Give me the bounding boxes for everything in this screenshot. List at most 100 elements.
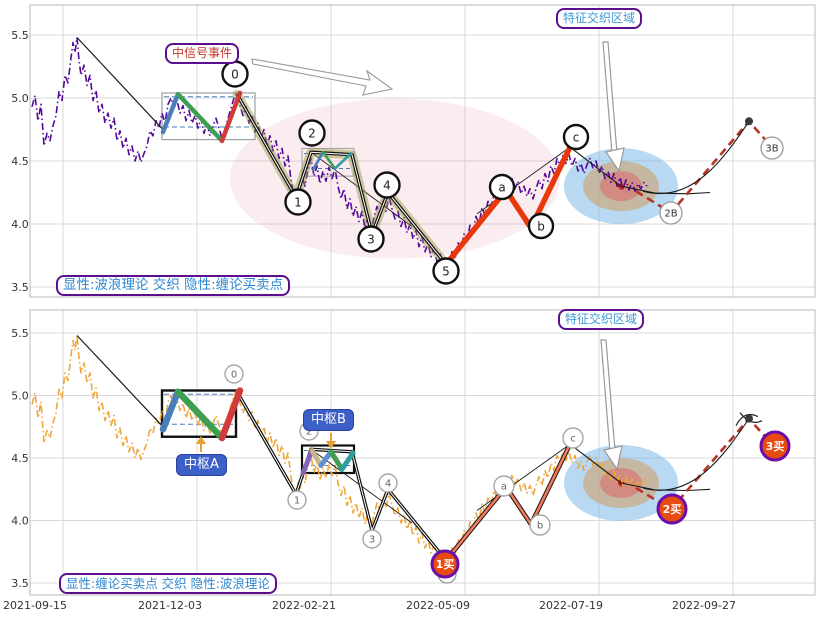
wave-label-circle <box>362 529 382 549</box>
pivot-b-zigzag <box>318 449 334 468</box>
pivot-a-zigzag <box>174 388 226 442</box>
pivot-a-zigzag <box>218 387 244 442</box>
pivot-b-arrow-head <box>326 441 336 449</box>
y-tick-label-top: 4.5 <box>11 155 29 168</box>
pivot-a-zigzag <box>159 388 182 433</box>
wave-label-circle <box>298 119 326 147</box>
abc-label-text: c <box>573 130 580 144</box>
signal-event-badge: 中信号事件 <box>165 43 240 64</box>
y-tick-label-top: 4.0 <box>11 218 29 231</box>
wave-label-circle <box>373 171 401 199</box>
wave-label-text: 0 <box>231 370 237 381</box>
pivot-a-zigzag <box>175 91 225 144</box>
pivot-a-zigzag <box>219 90 243 144</box>
wave-label-text: 3 <box>367 232 375 246</box>
x-tick-label: 2022-05-09 <box>406 599 470 612</box>
abc-label-text: a <box>498 180 505 194</box>
abc-label-circle <box>529 514 551 536</box>
pivot-b-zigzag <box>339 450 356 472</box>
wave-label-text: 1 <box>294 195 302 209</box>
buy-point-circle <box>759 430 791 462</box>
projection-dashed <box>635 120 774 214</box>
wave-label-circle <box>432 257 460 285</box>
zone-arrow-head <box>605 147 625 173</box>
wave-label-circle <box>224 364 244 384</box>
x-tick-label: 2022-09-27 <box>672 599 736 612</box>
y-tick-label-top: 5.5 <box>11 29 29 42</box>
y-tick-label-bottom: 4.5 <box>11 452 29 465</box>
wave-label-text: 4 <box>383 178 391 192</box>
sell-point-circle <box>659 201 683 225</box>
pivot-b-zigzag <box>300 448 315 476</box>
sell-point-text: 2B <box>664 209 677 220</box>
wave-label-circle <box>378 473 398 493</box>
projection-curve <box>642 121 750 194</box>
abc-wave <box>443 144 573 268</box>
abc-wave <box>444 443 572 562</box>
wave-label-text: 2 <box>308 126 316 140</box>
buy-point-text: 3买 <box>766 440 785 453</box>
abc-label-text: c <box>570 434 576 445</box>
pivot-b-zigzag <box>309 448 324 468</box>
abc-label-circle <box>562 427 584 449</box>
wave-label-circle <box>284 188 312 216</box>
buy-point-text: 2买 <box>663 503 682 516</box>
abc-label-circle <box>527 212 555 240</box>
pivot-b-zigzag <box>333 152 353 170</box>
x-tick-label: 2022-02-21 <box>272 599 336 612</box>
wave-label-text: 0 <box>231 67 239 81</box>
wave-label-circle <box>357 225 385 253</box>
projection-dashed <box>635 417 774 511</box>
wave-label-text: 5 <box>442 264 450 278</box>
y-tick-label-bottom: 5.5 <box>11 327 29 340</box>
buy-point-circle <box>430 549 460 579</box>
abc-label-text: b <box>537 219 545 233</box>
y-tick-label-bottom: 5.0 <box>11 390 29 403</box>
feature-zone-badge-bottom: 特征交织区域 <box>558 309 645 330</box>
x-tick-label: 2021-12-03 <box>138 599 202 612</box>
y-tick-label-bottom: 4.0 <box>11 515 29 528</box>
trendline-a-c <box>476 443 571 511</box>
feature-zone-badge-top: 特征交织区域 <box>556 8 643 29</box>
abc-label-circle <box>488 173 516 201</box>
theory-badge-bottom: 显性:缠论买卖点 交织 隐性:波浪理论 <box>59 573 277 594</box>
panel-border-top <box>29 4 816 298</box>
wave-label-circle <box>287 490 307 510</box>
abc-label-text: a <box>501 482 507 493</box>
y-tick-label-bottom: 3.5 <box>11 577 29 590</box>
x-tick-label: 2022-07-19 <box>539 599 603 612</box>
sell-point-circle <box>760 136 784 160</box>
price-series-bottom <box>31 334 648 566</box>
abc-label-text: b <box>537 521 543 532</box>
pivot-b-zigzag <box>321 150 337 170</box>
theory-badge-top: 显性:波浪理论 交织 隐性:缠论买卖点 <box>56 275 291 296</box>
projection-peak-dot <box>745 117 753 126</box>
wave-label-text: 4 <box>385 479 391 490</box>
pivot-a-arrow-head <box>196 436 206 444</box>
panel-border-bottom <box>29 309 816 596</box>
pivot-a-chip: 中枢A <box>176 454 227 476</box>
abc-label-circle <box>562 123 590 151</box>
zone-arrow-head <box>603 445 623 471</box>
pivot-b-zigzag <box>311 150 325 172</box>
abc-label-circle <box>493 475 515 497</box>
wave-label-text: 1 <box>294 496 300 507</box>
dot-squiggle <box>735 413 759 426</box>
sell-point-text: 3B <box>765 144 778 155</box>
pivot-a-zigzag <box>160 91 181 135</box>
buy-point-circle <box>656 493 688 525</box>
wave-label-text: 2 <box>306 427 312 438</box>
buy-point-text: 1买 <box>436 558 455 571</box>
pivot-b-zigzag <box>328 449 345 472</box>
y-tick-label-top: 5.0 <box>11 92 29 105</box>
wave-label-text: 3 <box>369 535 375 546</box>
pivot-b-chip: 中枢B <box>303 409 354 431</box>
signal-arrow <box>251 58 394 96</box>
trendline-pre <box>76 37 164 130</box>
projection-peak-dot <box>745 414 753 423</box>
trendline-pre <box>76 335 164 428</box>
projection-curve <box>642 418 750 491</box>
y-tick-label-top: 3.5 <box>11 281 29 294</box>
